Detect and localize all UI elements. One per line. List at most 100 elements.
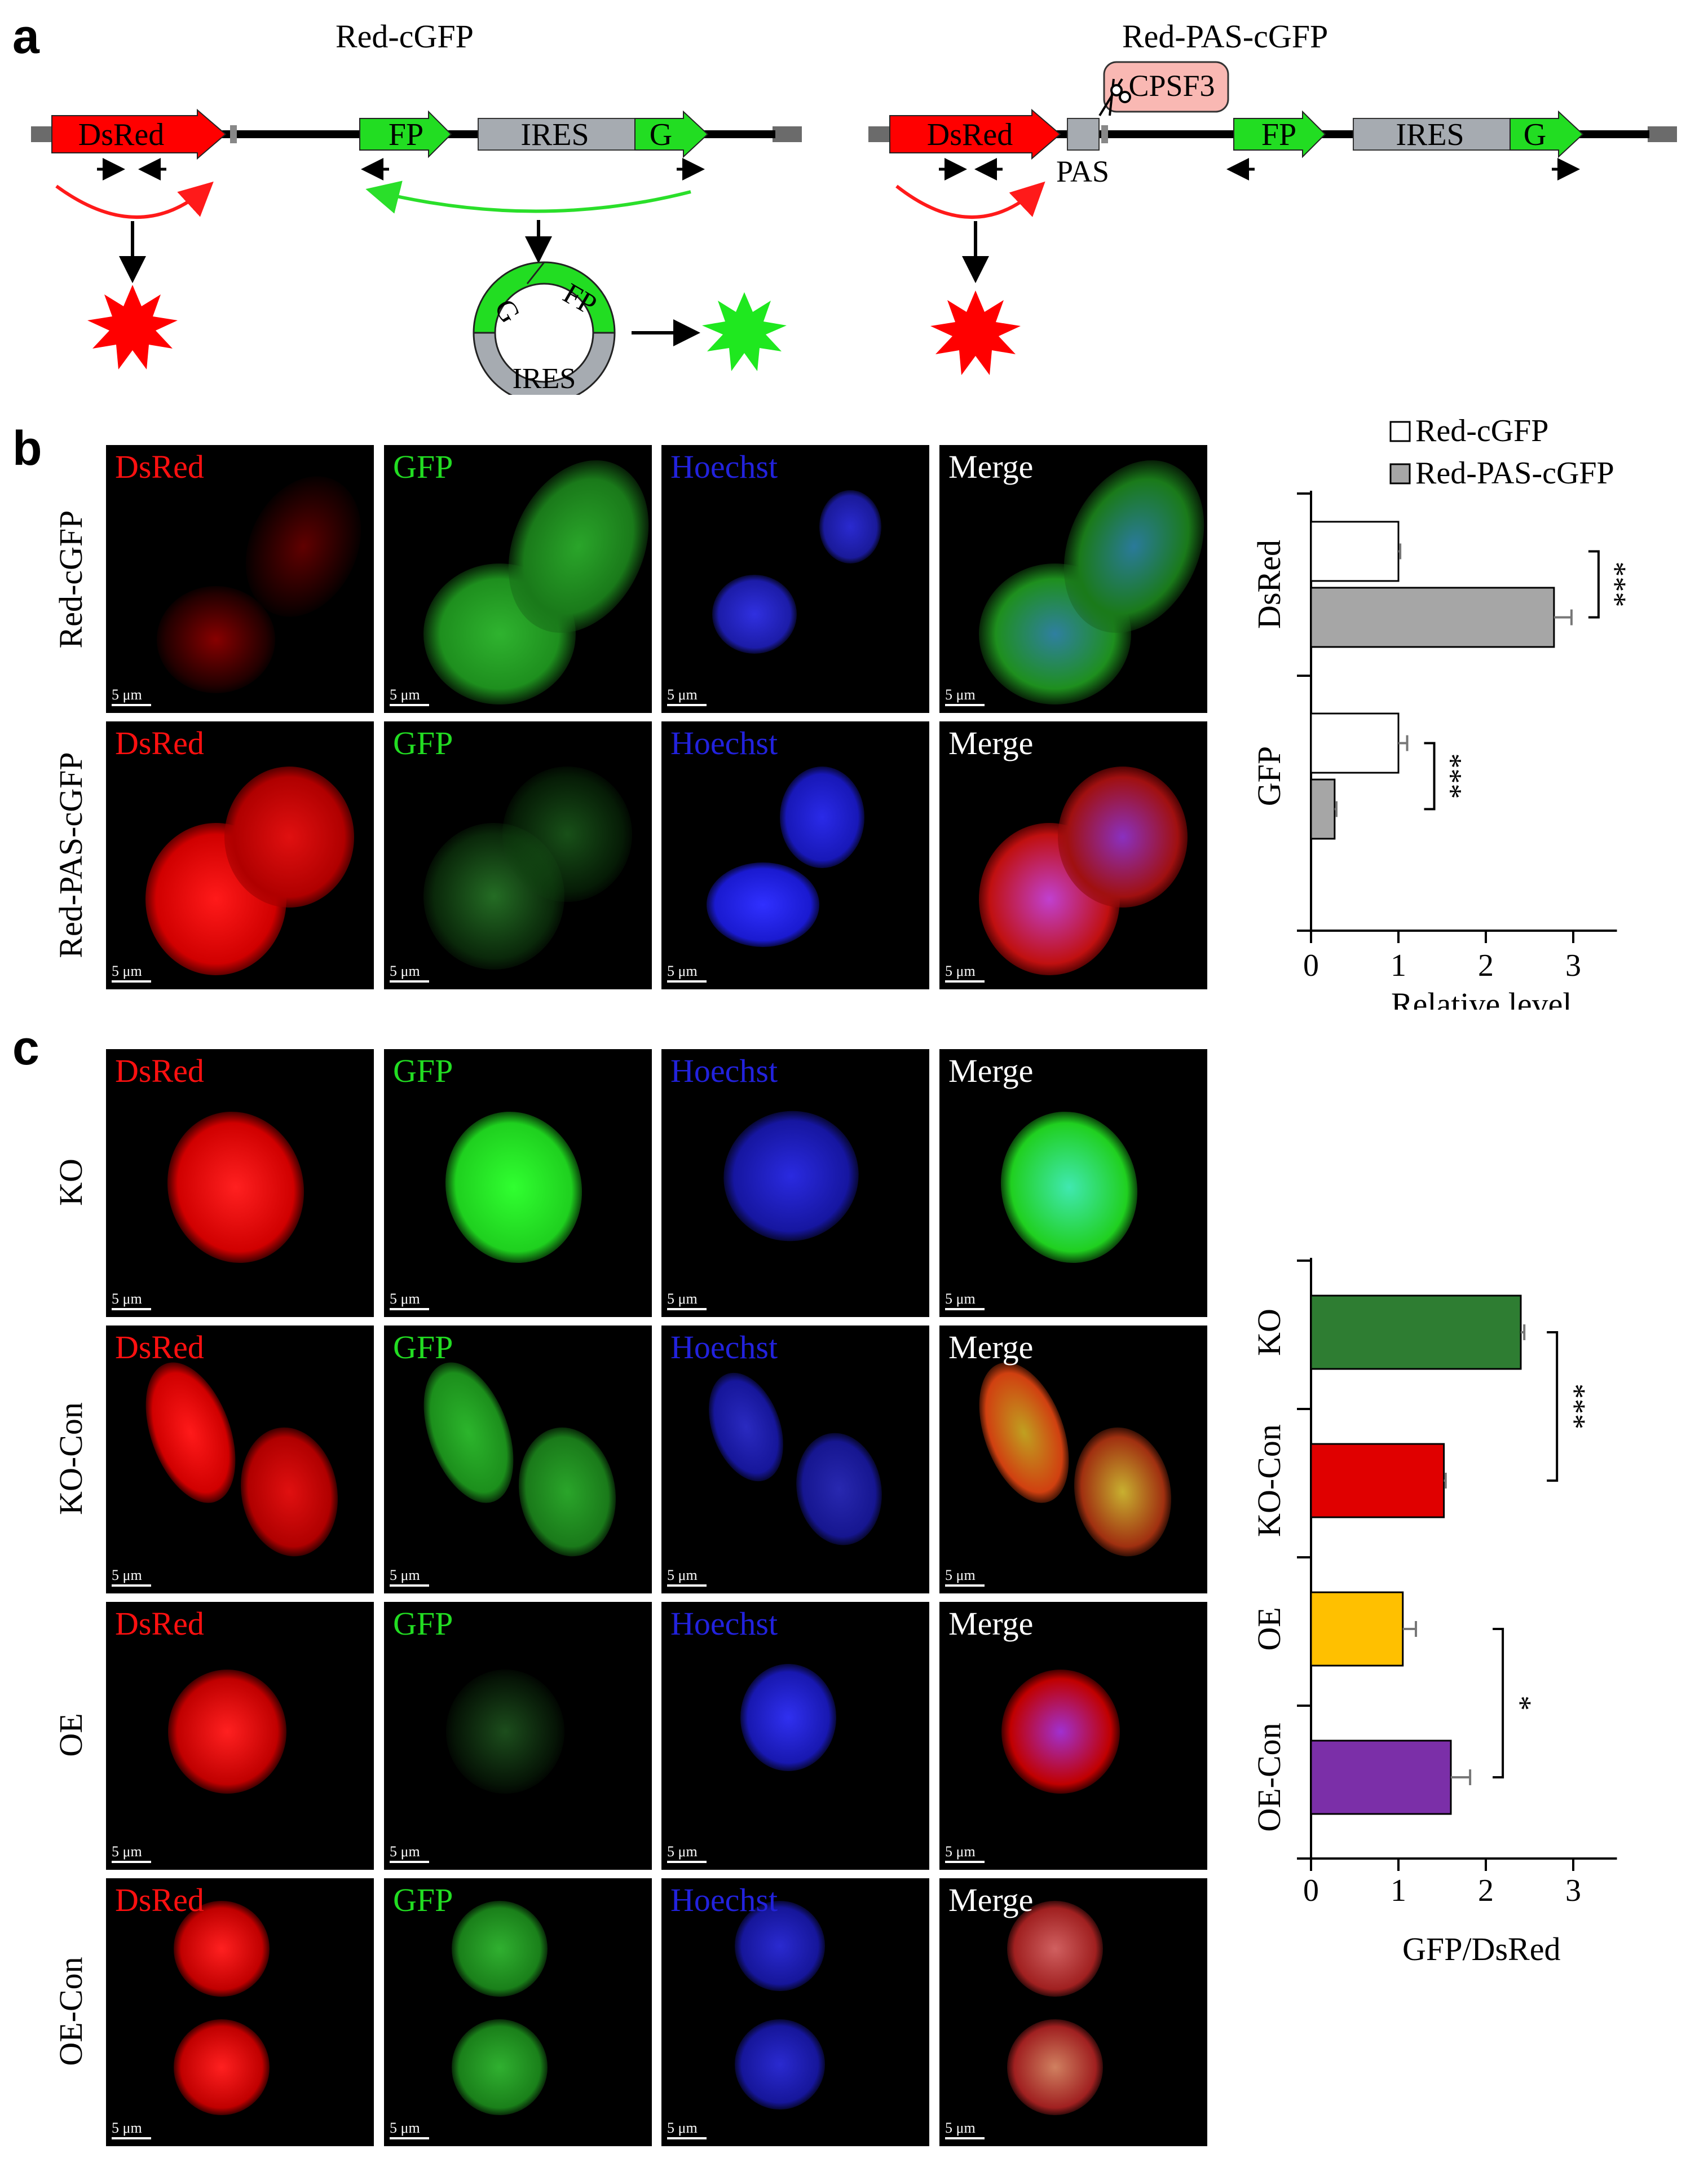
significance-stars: *** <box>1599 562 1632 607</box>
construct-left: DsRed FP IRES G G FP IRES <box>31 108 802 395</box>
green-fluorescence-burst-icon <box>702 292 787 371</box>
red-fluorescence-burst-icon <box>87 285 178 369</box>
x-tick-label: 1 <box>1391 948 1406 983</box>
channel-label-hoechst: Hoechst <box>670 1605 778 1642</box>
scale-bar: 5 μm <box>112 1292 151 1310</box>
channel-label-merge: Merge <box>948 1605 1034 1642</box>
significance-stars: * <box>1504 1696 1538 1711</box>
row-label-oe-con: OE-Con <box>52 1957 89 2066</box>
micrograph-merge: Merge 5 μm <box>939 1602 1207 1870</box>
channel-label-dsred: DsRed <box>115 1605 204 1642</box>
fp-label: FP <box>1261 117 1296 152</box>
legend-label-red-pas-cgfp: Red-PAS-cGFP <box>1415 456 1614 491</box>
scale-bar: 5 μm <box>390 1844 429 1863</box>
channel-label-gfp: GFP <box>393 725 453 761</box>
channel-label-merge: Merge <box>948 1882 1034 1918</box>
row-label-ko-con: KO-Con <box>52 1402 89 1515</box>
category-label: KO-Con <box>1251 1424 1287 1537</box>
circ-ires-label: IRES <box>513 363 576 395</box>
g-segment <box>634 110 709 158</box>
micrograph-merge: Merge 5 μm <box>939 1049 1207 1317</box>
row-label-ko: KO <box>52 1159 89 1206</box>
ires-label: IRES <box>520 117 589 152</box>
micrograph-gfp: GFP 5 μm <box>384 721 652 989</box>
channel-label-gfp: GFP <box>393 1605 453 1642</box>
scale-bar: 5 μm <box>667 688 707 706</box>
scale-bar: 5 μm <box>667 1568 707 1587</box>
pcr-amplicon-arc-red <box>55 181 214 219</box>
ires-label: IRES <box>1396 117 1464 152</box>
bar-ko-con <box>1310 1443 1445 1518</box>
row-label-red-pas-cgfp: Red-PAS-cGFP <box>52 752 89 958</box>
channel-label-merge: Merge <box>948 725 1034 761</box>
legend-swatch-red-cgfp <box>1389 421 1411 442</box>
micrograph-dsred: DsRed 5 μm <box>106 1602 374 1870</box>
bar-red-cgfp <box>1310 712 1400 774</box>
scale-bar: 5 μm <box>390 2121 429 2139</box>
micrograph-dsred: DsRed 5 μm <box>106 1049 374 1317</box>
chart-relative-level: Red-cGFP Red-PAS-cGFP 0 1 2 3 Relative level… <box>1251 413 1632 1010</box>
micrograph-hoechst: Hoechst 5 μm <box>661 1602 929 1870</box>
panel-letter-a: a <box>12 10 39 64</box>
channel-label-dsred: DsRed <box>115 448 204 485</box>
significance-bracket <box>1547 1331 1559 1482</box>
fp-segment <box>359 110 452 158</box>
construct-diagrams: DsRed FP IRES G G FP IRES <box>31 61 1677 395</box>
x-tick-label: 3 <box>1565 948 1581 983</box>
scale-bar: 5 μm <box>390 964 429 983</box>
fp-label: FP <box>389 117 423 152</box>
x-tick-label: 0 <box>1303 948 1319 983</box>
significance-stars: *** <box>1435 754 1468 799</box>
scale-bar: 5 μm <box>667 1292 707 1310</box>
channel-label-dsred: DsRed <box>115 1053 204 1089</box>
channel-label-gfp: GFP <box>393 1882 453 1918</box>
pcr-amplicon-arc-red <box>895 181 1045 219</box>
category-label: GFP <box>1251 746 1287 806</box>
micrograph-merge: Merge 5 μm <box>939 1326 1207 1593</box>
row-label-oe: OE <box>52 1713 89 1757</box>
significance-bracket <box>1588 550 1600 619</box>
legend-label-red-cgfp: Red-cGFP <box>1415 413 1548 448</box>
scale-bar: 5 μm <box>390 1568 429 1587</box>
bar-red-pas-cgfp <box>1310 587 1555 648</box>
channel-label-dsred: DsRed <box>115 1882 204 1918</box>
micrograph-dsred: DsRed 5 μm <box>106 721 374 989</box>
row-label-red-cgfp: Red-cGFP <box>52 510 89 649</box>
pas-label: PAS <box>1056 155 1109 188</box>
scissors-icon <box>1098 78 1131 117</box>
channel-label-hoechst: Hoechst <box>670 1882 778 1918</box>
significance-bracket <box>1493 1628 1504 1778</box>
dsred-label: DsRed <box>927 117 1013 152</box>
channel-label-hoechst: Hoechst <box>670 725 778 761</box>
scale-bar: 5 μm <box>112 964 151 983</box>
x-tick-label: 3 <box>1565 1873 1581 1908</box>
scale-bar: 5 μm <box>945 2121 985 2139</box>
panel-letter-b: b <box>12 421 42 475</box>
scale-bar: 5 μm <box>390 1292 429 1310</box>
micrograph-hoechst: Hoechst 5 μm <box>661 721 929 989</box>
channel-label-dsred: DsRed <box>115 1329 204 1366</box>
micrograph-hoechst: Hoechst 5 μm <box>661 1049 929 1317</box>
micrograph-dsred: DsRed 5 μm <box>106 1326 374 1593</box>
micrograph-hoechst: Hoechst 5 μm <box>661 1878 929 2146</box>
micrograph-merge: Merge 5 μm <box>939 1878 1207 2146</box>
dsred-label: DsRed <box>78 117 164 152</box>
micrograph-dsred: DsRed 5 μm <box>106 445 374 713</box>
micrograph-gfp: GFP 5 μm <box>384 445 652 713</box>
scale-bar: 5 μm <box>112 1844 151 1863</box>
category-label: KO <box>1251 1309 1287 1356</box>
red-fluorescence-burst-icon <box>930 290 1021 375</box>
scale-bar: 5 μm <box>945 1292 985 1310</box>
scale-bar: 5 μm <box>945 688 985 706</box>
x-axis-label: GFP/DsRed <box>1402 1931 1560 1967</box>
micrograph-hoechst: Hoechst 5 μm <box>661 445 929 713</box>
scale-bar: 5 μm <box>667 964 707 983</box>
x-tick-label: 2 <box>1478 948 1494 983</box>
bar-oe-con <box>1310 1740 1452 1815</box>
cpsf3-label: CPSF3 <box>1128 69 1215 103</box>
micrograph-gfp: GFP 5 μm <box>384 1326 652 1593</box>
micrograph-gfp: GFP 5 μm <box>384 1878 652 2146</box>
x-tick-label: 1 <box>1391 1873 1406 1908</box>
channel-label-dsred: DsRed <box>115 725 204 761</box>
channel-label-hoechst: Hoechst <box>670 448 778 485</box>
